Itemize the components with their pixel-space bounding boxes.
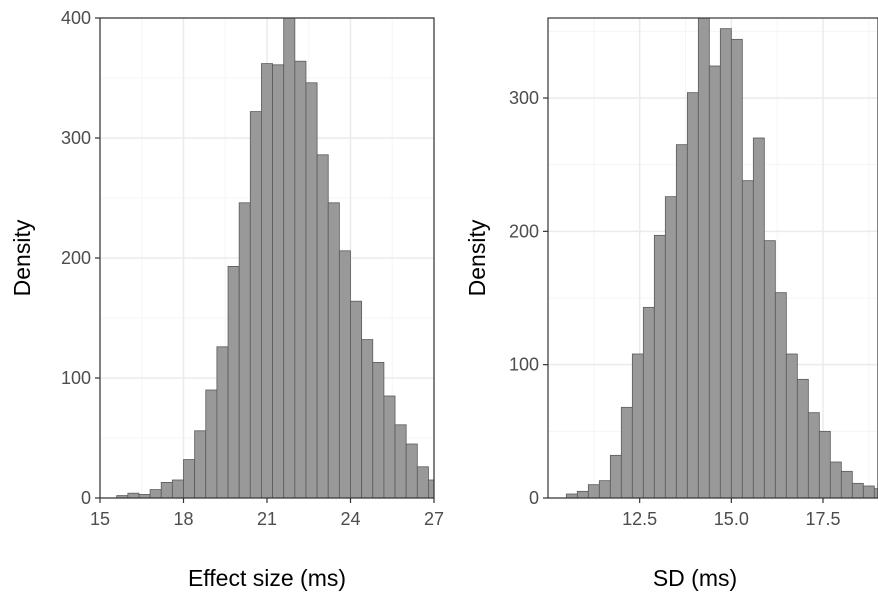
- histogram-bar: [305, 82, 318, 499]
- histogram-bar: [350, 300, 363, 499]
- x-tick-label: 17.5: [805, 509, 840, 529]
- histogram-bar: [249, 111, 262, 499]
- x-tick-label: 24: [340, 509, 360, 529]
- histogram-bar: [372, 361, 385, 499]
- x-tick-label: 15.0: [714, 509, 749, 529]
- histogram-bar: [653, 234, 666, 499]
- histogram-bar: [227, 265, 240, 499]
- y-tick-label: 0: [81, 488, 91, 508]
- histogram-bar: [327, 202, 340, 499]
- y-tick-label: 0: [529, 488, 539, 508]
- histogram-bar: [763, 240, 776, 499]
- histogram-bar: [394, 424, 407, 499]
- histogram-bar: [416, 466, 429, 499]
- ticks-effect-size: 15 18 21 24 27 0 100 200 300 400: [61, 8, 444, 529]
- histogram-bar: [664, 196, 677, 499]
- histogram-bar: [316, 154, 329, 499]
- y-tick-label: 300: [509, 88, 539, 108]
- histogram-bar: [818, 430, 831, 499]
- y-tick-label: 200: [61, 248, 91, 268]
- histogram-bar: [205, 389, 218, 499]
- histogram-bar: [587, 484, 600, 499]
- y-tick-label: 100: [61, 368, 91, 388]
- histogram-bar: [730, 38, 743, 499]
- histogram-bar: [675, 144, 688, 499]
- histogram-bar: [862, 485, 875, 499]
- x-tick-label: 15: [90, 509, 110, 529]
- histogram-bar: [631, 353, 644, 499]
- x-tick-label: 18: [173, 509, 193, 529]
- histogram-bar: [642, 306, 655, 499]
- histogram-bar: [840, 470, 853, 499]
- histogram-bar: [686, 92, 699, 499]
- bars-effect-size: [116, 17, 435, 499]
- histogram-bar: [283, 17, 296, 499]
- histogram-bar: [774, 292, 787, 499]
- histogram-bar: [361, 339, 374, 499]
- histogram-bar: [149, 489, 162, 499]
- histogram-bar: [238, 202, 251, 499]
- histogram-bar: [697, 17, 710, 499]
- histogram-bar: [807, 412, 820, 499]
- histogram-bar: [620, 406, 633, 499]
- histogram-bar: [338, 250, 351, 499]
- y-tick-label: 200: [509, 221, 539, 241]
- histogram-bar: [719, 28, 732, 499]
- histogram-bar: [294, 60, 307, 499]
- y-axis-title-sd: Density: [464, 219, 490, 296]
- x-tick-label: 12.5: [622, 509, 657, 529]
- histogram-bar: [741, 180, 754, 499]
- histogram-bar: [194, 430, 207, 499]
- histogram-bar: [598, 480, 611, 499]
- y-tick-label: 400: [61, 8, 91, 28]
- histogram-bar: [752, 137, 765, 499]
- histogram-bar: [405, 443, 418, 499]
- x-tick-label: 21: [257, 509, 277, 529]
- histogram-bar: [428, 479, 435, 499]
- y-tick-label: 100: [509, 355, 539, 375]
- x-tick-label: 27: [424, 509, 444, 529]
- ticks-sd: 12.5 15.0 17.5 0 100 200 300: [509, 88, 841, 529]
- histogram-bar: [829, 461, 842, 499]
- histogram-bar: [785, 353, 798, 499]
- histogram-bar: [708, 65, 721, 499]
- histogram-bar: [851, 482, 864, 499]
- histogram-bar: [216, 346, 229, 499]
- x-axis-title-effect-size: Effect size (ms): [188, 565, 346, 591]
- histogram-bar: [609, 454, 622, 499]
- panel-border-sd: [547, 17, 878, 499]
- histogram-bar: [261, 63, 273, 499]
- panel-effect-size: 15 18 21 24 27 0 100 200 300 400 Effect size (ms)…: [9, 8, 444, 591]
- panel-sd: 12.5 15.0 17.5 0 100 200 300 SD (ms) Density: [464, 17, 878, 591]
- x-axis-title-sd: SD (ms): [653, 565, 737, 591]
- y-axis-title-effect-size: Density: [9, 219, 35, 296]
- histogram-bar: [796, 378, 809, 499]
- histogram-bar: [183, 459, 196, 499]
- histogram-bar: [171, 479, 184, 499]
- histogram-bar: [160, 481, 173, 499]
- y-tick-label: 300: [61, 128, 91, 148]
- bars-sd: [565, 17, 878, 499]
- histogram-bar: [383, 395, 396, 499]
- histogram-bar: [576, 490, 589, 499]
- histogram-bar: [272, 64, 285, 499]
- histogram-bar: [127, 492, 140, 499]
